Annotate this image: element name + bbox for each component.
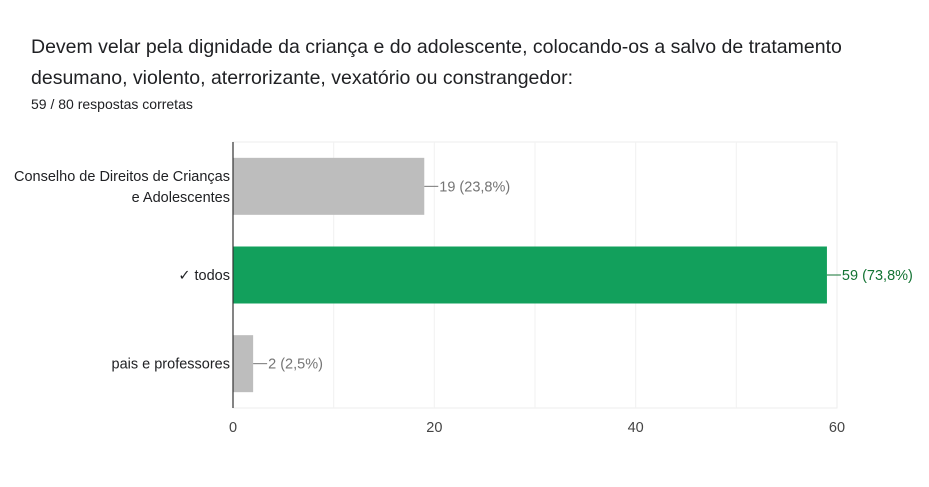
data-label: 59 (73,8%) <box>842 268 913 284</box>
category-label: ✓ todos <box>178 268 230 284</box>
question-title-line-2: desumano, violento, aterrorizante, vexat… <box>31 67 573 89</box>
bar-correct <box>233 246 827 304</box>
data-label: 19 (23,8%) <box>439 179 510 195</box>
category-label: e Adolescentes <box>132 190 230 206</box>
category-label: pais e professores <box>112 357 230 373</box>
x-tick-label: 0 <box>229 420 237 436</box>
data-label: 2 (2,5%) <box>268 357 323 373</box>
question-title-line-1: Devem velar pela dignidade da criança e … <box>31 36 842 58</box>
correct-answers-summary: 59 / 80 respostas corretas <box>31 96 193 112</box>
x-tick-label: 40 <box>628 420 644 436</box>
category-label: Conselho de Direitos de Crianças <box>14 169 230 185</box>
x-tick-label: 20 <box>426 420 442 436</box>
bar <box>233 157 425 215</box>
bar <box>233 335 254 393</box>
x-tick-label: 60 <box>829 420 845 436</box>
question-title: Devem velar pela dignidade da criança e … <box>31 32 911 94</box>
